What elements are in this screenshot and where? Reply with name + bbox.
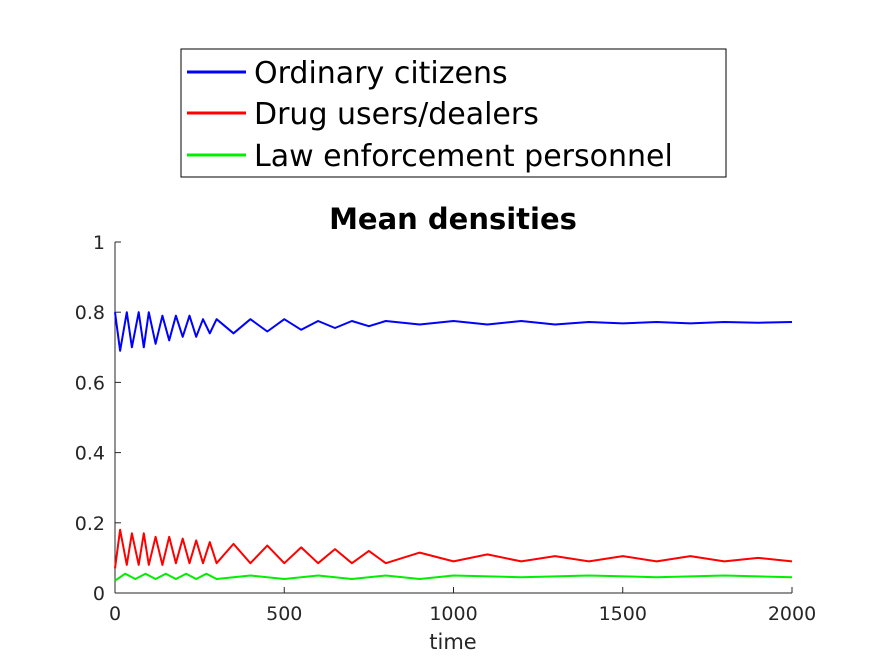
y-tick-label: 0.8 — [75, 302, 105, 324]
y-tick-label: 0.6 — [75, 372, 105, 394]
x-axis-title: time — [429, 630, 476, 654]
x-tick-label: 1500 — [599, 603, 647, 625]
legend-label-drug-users: Drug users/dealers — [254, 97, 539, 132]
x-tick-label: 1000 — [429, 603, 477, 625]
y-tick-label: 1 — [93, 232, 105, 254]
legend-box — [180, 48, 727, 178]
y-tick-label: 0.4 — [75, 443, 105, 465]
legend-label-law-enforcement: Law enforcement personnel — [254, 139, 673, 174]
tick-marks — [114, 241, 793, 594]
chart-title: Mean densities — [329, 202, 577, 236]
series-layer — [114, 311, 793, 582]
legend-label-ordinary-citizens: Ordinary citizens — [254, 56, 508, 91]
axes — [114, 242, 792, 594]
tick-labels: 0 500 1000 1500 2000 0 0.2 0.4 0.6 0.8 1 — [75, 232, 816, 625]
y-tick-label: 0.2 — [75, 513, 105, 535]
y-tick-label: 0 — [93, 583, 105, 605]
x-tick-label: 0 — [109, 603, 121, 625]
series-line-law-enforcement — [114, 572, 793, 582]
series-line-ordinary-citizens — [114, 311, 793, 352]
x-tick-label: 500 — [266, 603, 302, 625]
legend: Ordinary citizens Drug users/dealers Law… — [180, 48, 727, 178]
series-line-drug-users — [114, 528, 793, 569]
x-tick-label: 2000 — [768, 603, 816, 625]
